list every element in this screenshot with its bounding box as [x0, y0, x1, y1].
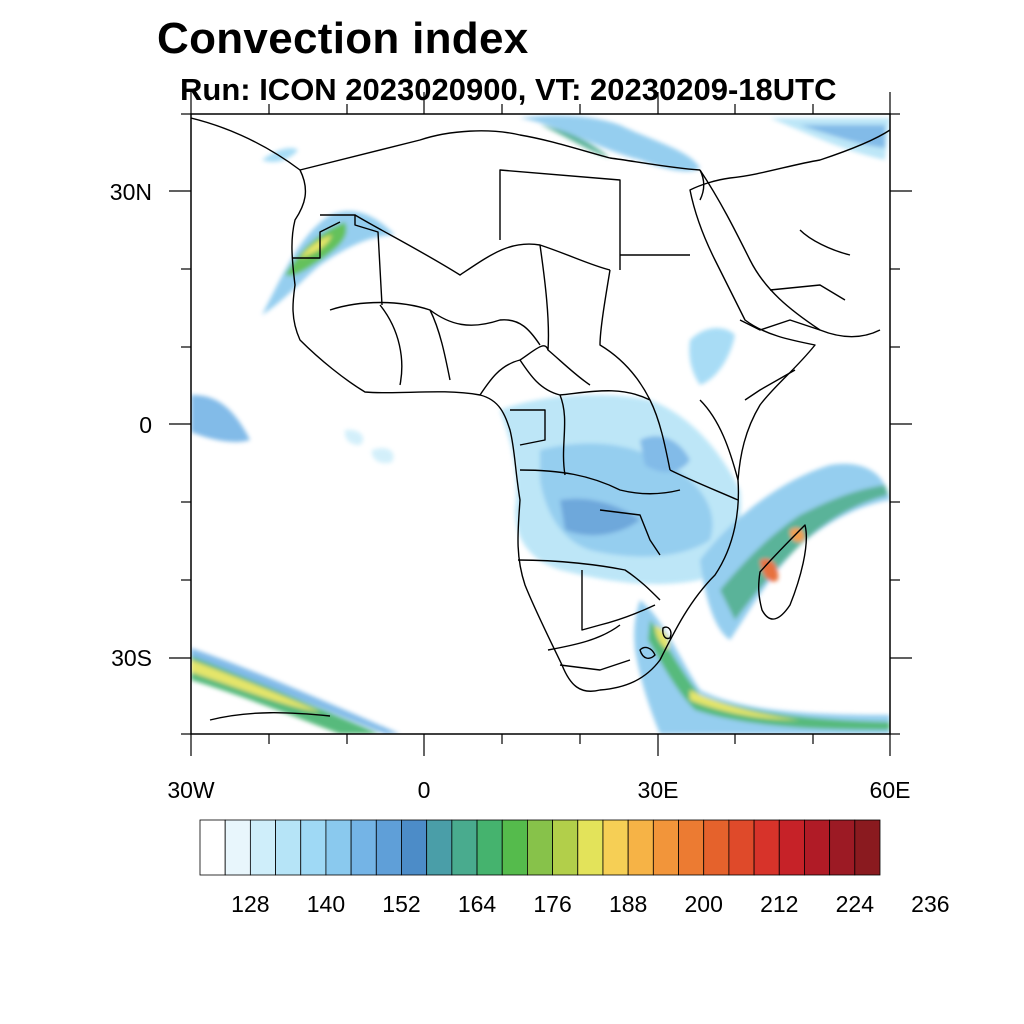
colorbar-swatch — [325, 819, 352, 876]
colorbar-swatch — [854, 819, 881, 876]
colorbar-swatch — [577, 819, 604, 876]
map-subtitle: Run: ICON 2023020900, VT: 20230209-18UTC — [180, 72, 837, 107]
colorbar — [199, 819, 881, 876]
colorbar-swatch — [627, 819, 654, 876]
colorbar-swatch — [451, 819, 478, 876]
y-tick-label: 0 — [139, 412, 152, 438]
axis-ticks — [169, 92, 912, 756]
y-tick-label: 30S — [111, 645, 152, 671]
colorbar-tick-label: 224 — [836, 891, 875, 917]
colorbar-tick-label: 188 — [609, 891, 647, 917]
colorbar-swatch — [804, 819, 831, 876]
map-title: Convection index — [157, 14, 529, 63]
colorbar-swatch — [703, 819, 730, 876]
colorbar-swatch — [401, 819, 428, 876]
x-tick-label: 30W — [167, 777, 215, 803]
colorbar-swatch — [753, 819, 780, 876]
colorbar-swatch — [350, 819, 377, 876]
colorbar-swatch — [678, 819, 705, 876]
colorbar-swatch — [527, 819, 553, 876]
colorbar-swatch — [224, 819, 251, 876]
x-tick-label: 60E — [870, 777, 911, 803]
colorbar-tick-label: 236 — [911, 891, 949, 917]
colorbar-swatch — [476, 819, 503, 876]
colorbar-swatch — [652, 819, 679, 876]
colorbar-labels: 128 140 152 164 176 188 200 212 224 236 — [231, 891, 949, 917]
x-tick-label: 0 — [418, 777, 431, 803]
colorbar-swatch — [275, 819, 302, 876]
colorbar-tick-label: 152 — [382, 891, 420, 917]
x-tick-label: 30E — [638, 777, 679, 803]
colorbar-swatch — [728, 819, 755, 876]
plot-area — [191, 114, 890, 734]
colorbar-tick-label: 200 — [685, 891, 723, 917]
colorbar-swatch — [602, 819, 629, 876]
colorbar-tick-label: 176 — [533, 891, 571, 917]
colorbar-tick-label: 140 — [307, 891, 345, 917]
coastlines — [191, 117, 890, 721]
colorbar-swatch — [552, 819, 579, 876]
colorbar-swatch — [199, 819, 226, 876]
colorbar-tick-label: 128 — [231, 891, 269, 917]
colorbar-swatch — [778, 819, 805, 876]
colorbar-swatch — [829, 819, 856, 876]
colorbar-swatch — [249, 819, 276, 876]
colorbar-tick-label: 212 — [760, 891, 798, 917]
colorbar-swatch — [501, 819, 528, 876]
colorbar-swatch — [300, 819, 327, 876]
colorbar-swatch — [426, 819, 453, 876]
colorbar-tick-label: 164 — [458, 891, 497, 917]
colorbar-swatch — [375, 819, 402, 876]
y-tick-label: 30N — [110, 179, 152, 205]
